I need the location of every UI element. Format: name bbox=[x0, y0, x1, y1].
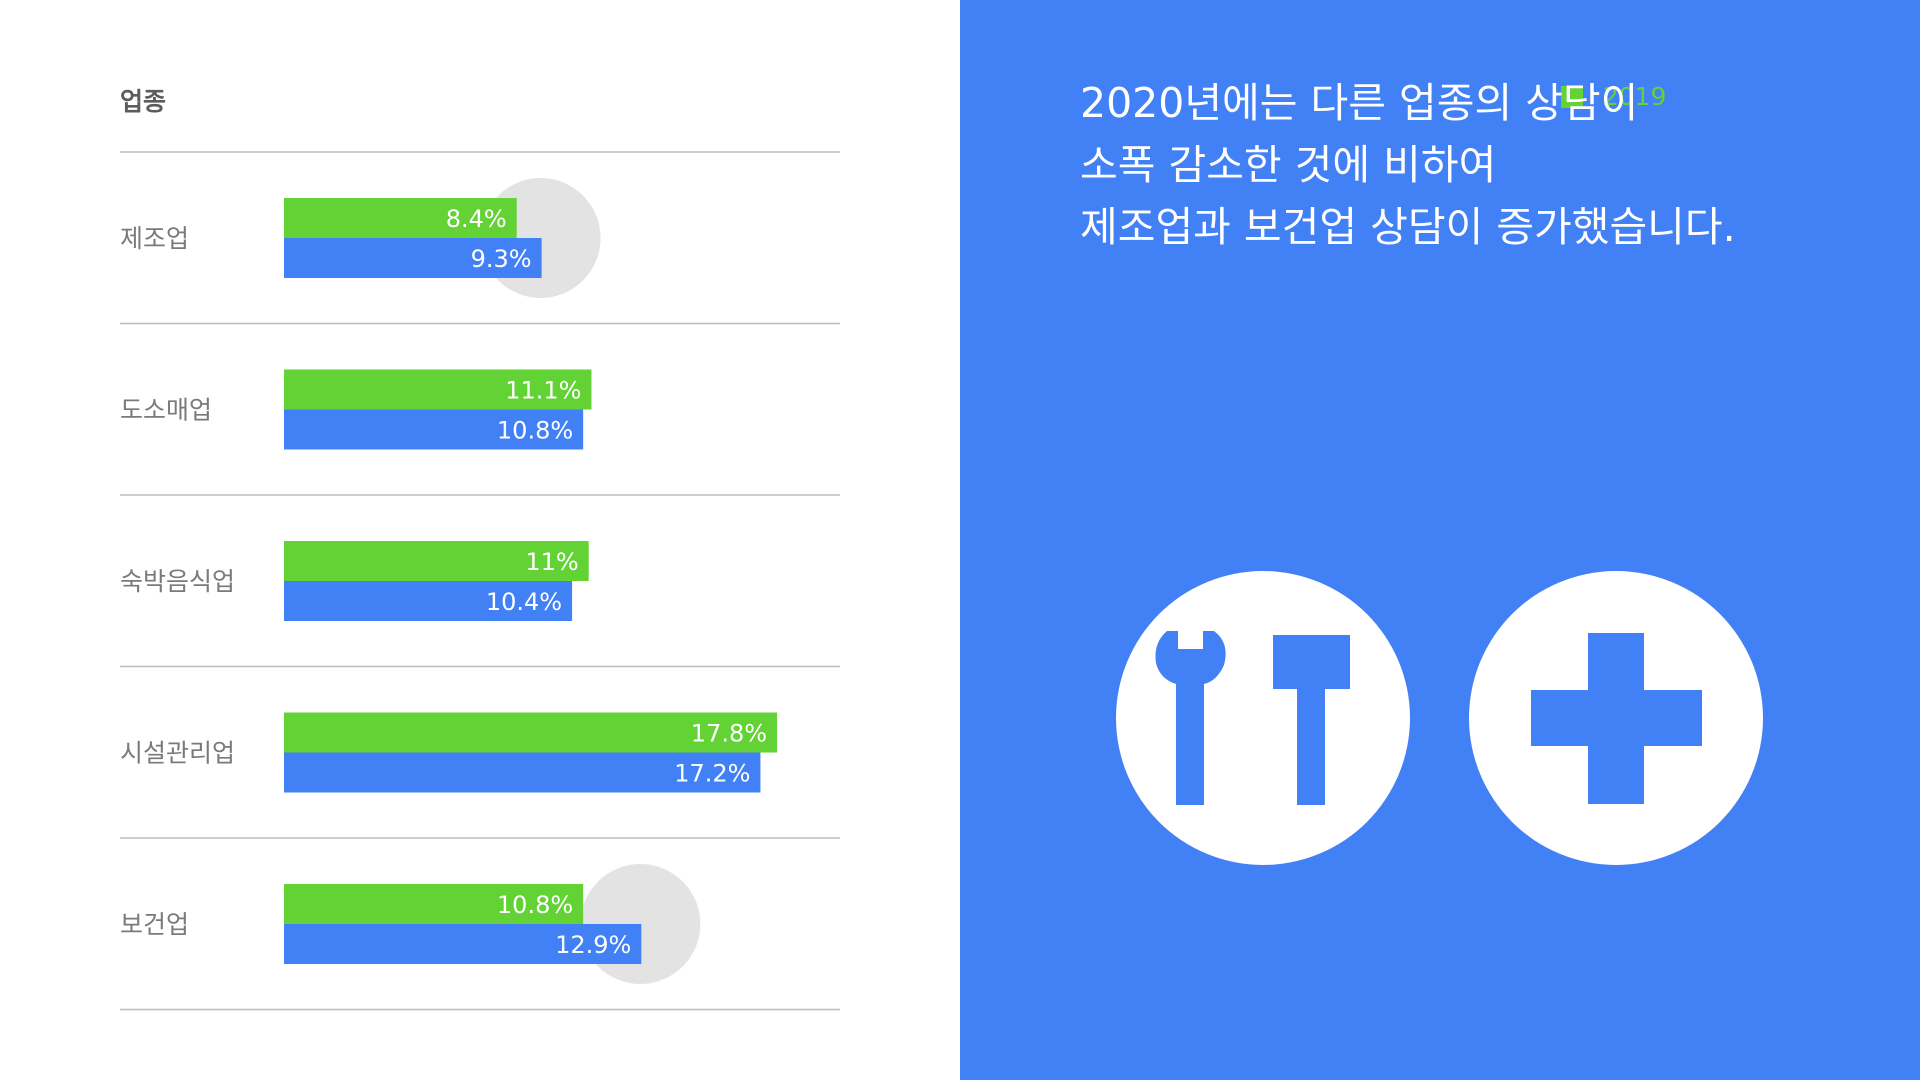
category-label: 제조업 bbox=[120, 224, 189, 253]
legend-label-2019: 2019 bbox=[1602, 82, 1667, 111]
legend-swatch-2019 bbox=[1560, 86, 1583, 108]
bar-2020 bbox=[284, 752, 761, 793]
legend-item-2019: 2019 bbox=[1560, 82, 1667, 112]
legend-swatch-2020 bbox=[1694, 86, 1717, 108]
data-label-2019: 11.1% bbox=[505, 377, 581, 405]
message-line: 제조업과 보건업 상담이 증가했습니다. bbox=[1080, 203, 1736, 251]
legend-item-2020: 2020 bbox=[1694, 82, 1800, 112]
bar-chart: 제조업 8.4% 9.3% 도소매업 11.1% 10.8% 숙박음식업 11% 10.4% 시설… bbox=[120, 151, 840, 1011]
bar-2020 bbox=[284, 581, 573, 621]
data-label-2020: 10.8% bbox=[497, 417, 573, 445]
legend-label-2020: 2020 bbox=[1736, 82, 1800, 111]
data-label-2020: 12.9% bbox=[555, 931, 631, 959]
bar-2019 bbox=[284, 541, 589, 581]
data-label-2020: 10.4% bbox=[486, 588, 562, 616]
data-label-2020: 9.3% bbox=[471, 245, 532, 273]
tools-icon-badge bbox=[1116, 571, 1410, 865]
chart-legend: 2019 2020 bbox=[1533, 82, 1800, 112]
bar-2019 bbox=[284, 712, 778, 753]
category-label: 시설관리업 bbox=[120, 739, 235, 768]
bar-2019 bbox=[284, 198, 517, 238]
summary-message: 2020년에는 다른 업종의 상담이 소폭 감소한 것에 비하여 제조업과 보건… bbox=[1080, 72, 1840, 258]
bar-2020 bbox=[284, 924, 642, 964]
data-label-2020: 17.2% bbox=[674, 760, 750, 788]
data-label-2019: 17.8% bbox=[691, 720, 767, 748]
bar-2020 bbox=[284, 409, 584, 450]
message-line: 소폭 감소한 것에 비하여 bbox=[1080, 141, 1497, 189]
category-label: 도소매업 bbox=[120, 396, 212, 425]
category-label: 숙박음식업 bbox=[120, 567, 235, 596]
data-label-2019: 10.8% bbox=[497, 891, 573, 919]
tools-icon bbox=[1155, 631, 1350, 805]
data-label-2019: 8.4% bbox=[446, 205, 507, 233]
message-line: 2020년에는 다른 업종의 상담이 bbox=[1080, 79, 1639, 127]
category-label: 보건업 bbox=[120, 910, 189, 939]
chart-header-title: 업종 bbox=[120, 87, 167, 116]
bar-2019 bbox=[284, 884, 584, 924]
data-label-2019: 11% bbox=[525, 548, 578, 576]
bar-2019 bbox=[284, 369, 592, 410]
medical-icon-badge bbox=[1469, 571, 1763, 865]
message-panel bbox=[960, 0, 1920, 1080]
bar-2020 bbox=[284, 238, 542, 278]
medical-cross-icon bbox=[1531, 633, 1702, 804]
